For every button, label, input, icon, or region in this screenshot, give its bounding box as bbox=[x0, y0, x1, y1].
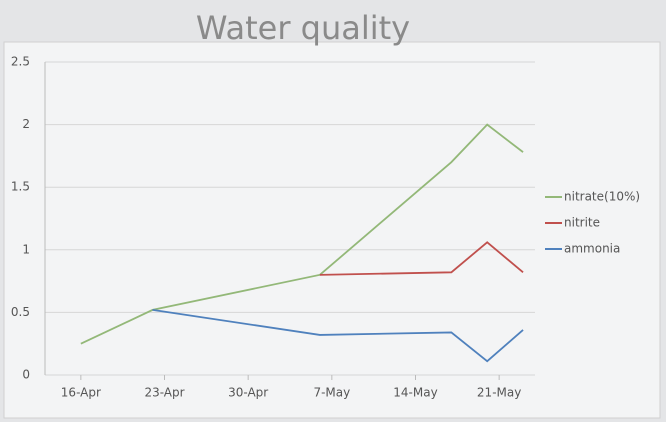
y-tick-label: 1 bbox=[22, 242, 30, 256]
legend-label: nitrate(10%) bbox=[564, 190, 640, 204]
series-line bbox=[80, 123, 524, 345]
x-tick-label: 14-May bbox=[393, 386, 437, 400]
y-tick-label: 1.5 bbox=[11, 180, 30, 194]
legend-label: nitrite bbox=[564, 216, 600, 230]
x-tick-label: 7-May bbox=[313, 386, 350, 400]
x-tick-label: 30-Apr bbox=[228, 386, 268, 400]
x-tick-label: 21-May bbox=[477, 386, 521, 400]
y-tick-label: 2 bbox=[22, 117, 30, 131]
chart-title: Water quality bbox=[196, 9, 410, 47]
x-tick-label: 16-Apr bbox=[61, 386, 101, 400]
y-tick-label: 2.5 bbox=[11, 55, 30, 69]
y-tick-label: 0 bbox=[22, 368, 30, 382]
series-line bbox=[319, 241, 524, 276]
series-line bbox=[152, 309, 524, 363]
legend-label: ammonia bbox=[564, 242, 620, 256]
x-tick-label: 23-Apr bbox=[144, 386, 184, 400]
chart-area bbox=[3, 41, 661, 419]
y-tick-label: 0.5 bbox=[11, 305, 30, 319]
